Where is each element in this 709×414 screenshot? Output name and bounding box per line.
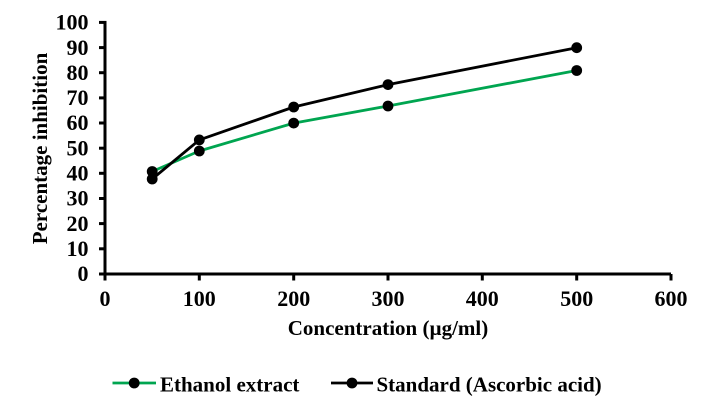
svg-text:90: 90: [67, 35, 89, 60]
svg-text:70: 70: [67, 85, 89, 110]
svg-text:200: 200: [277, 286, 310, 311]
svg-text:500: 500: [560, 286, 593, 311]
svg-text:20: 20: [67, 211, 89, 236]
svg-text:60: 60: [67, 110, 89, 135]
svg-text:0: 0: [78, 261, 89, 286]
svg-text:300: 300: [372, 286, 405, 311]
svg-text:50: 50: [67, 135, 89, 160]
svg-text:Concentration (µg/ml): Concentration (µg/ml): [288, 316, 488, 340]
svg-text:400: 400: [466, 286, 499, 311]
svg-text:40: 40: [67, 161, 89, 186]
svg-text:100: 100: [56, 10, 89, 35]
svg-text:600: 600: [655, 286, 688, 311]
svg-text:Ethanol extract: Ethanol extract: [160, 373, 299, 397]
svg-text:30: 30: [67, 186, 89, 211]
svg-text:80: 80: [67, 60, 89, 85]
svg-text:10: 10: [67, 236, 89, 261]
svg-text:Percentage inhibition: Percentage inhibition: [28, 52, 52, 244]
svg-text:100: 100: [183, 286, 216, 311]
svg-text:0: 0: [100, 286, 111, 311]
svg-text:Standard (Ascorbic acid): Standard (Ascorbic acid): [377, 373, 602, 397]
